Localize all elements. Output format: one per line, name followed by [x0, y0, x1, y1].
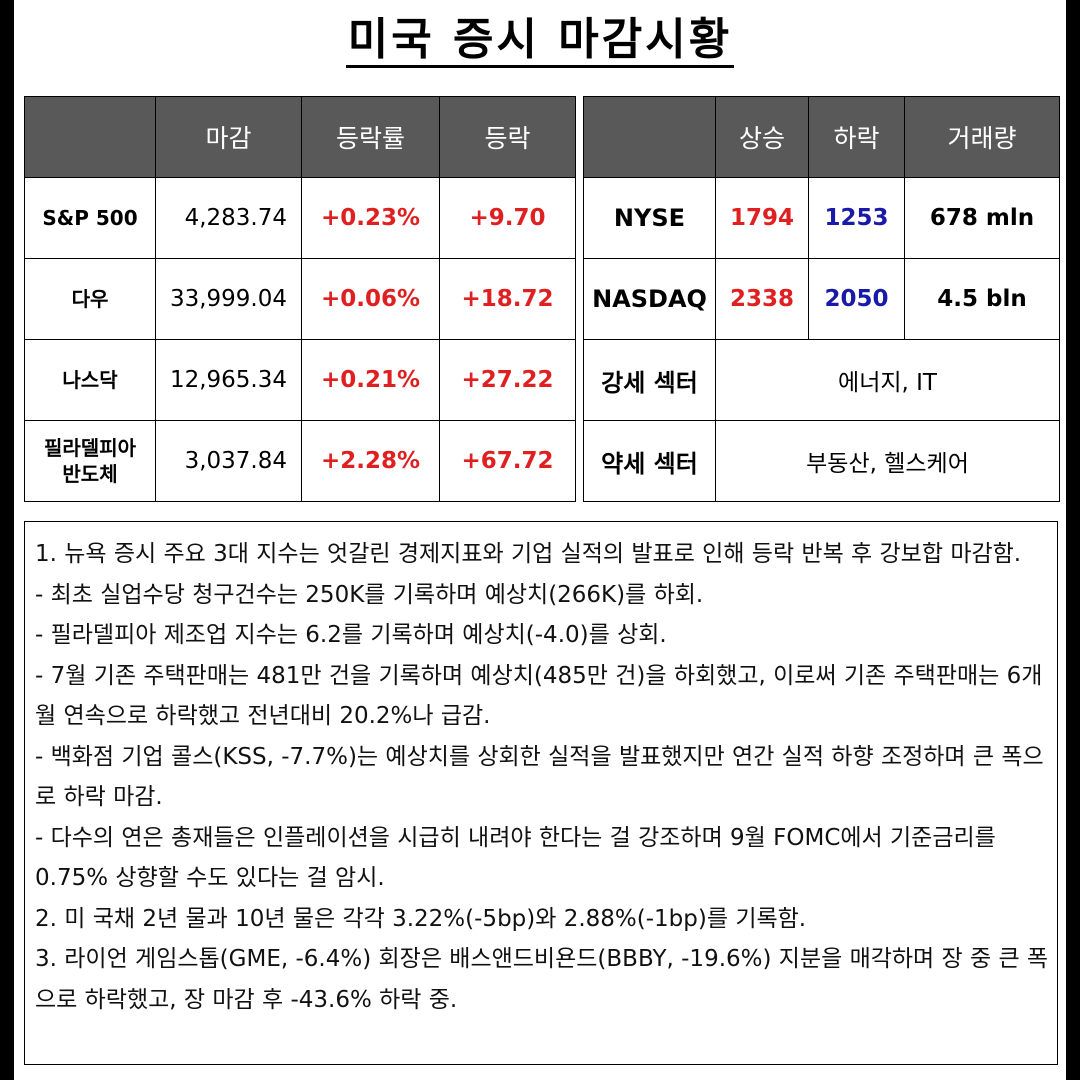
strong-sector-label: 강세 섹터: [583, 339, 716, 421]
exchange-name: NASDAQ: [583, 258, 716, 340]
table-row: NASDAQ 2338 2050 4.5 bln: [583, 258, 1060, 340]
list-item: - 최초 실업수당 청구건수는 250K를 기록하며 예상치(266K)를 하회…: [35, 581, 704, 608]
header-declines: 하락: [808, 96, 905, 178]
index-change-pct: +0.21%: [301, 339, 440, 421]
market-table-header: 상승 하락 거래량: [583, 96, 1060, 178]
index-close: 33,999.04: [155, 258, 302, 340]
index-name-line1: 필라델피아: [44, 436, 136, 460]
list-item: 3. 라이언 게임스톱(GME, -6.4%) 회장은 배스앤드비욘드(BBBY…: [35, 946, 1049, 1013]
table-row: NYSE 1794 1253 678 mln: [583, 177, 1060, 259]
list-item: - 필라델피아 제조업 지수는 6.2를 기록하며 예상치(-4.0)를 상회.: [35, 622, 667, 648]
index-name: S&P 500: [24, 177, 156, 259]
header-volume: 거래량: [904, 96, 1060, 178]
advances-count: 1794: [715, 177, 809, 259]
table-row: 필라델피아 반도체 3,037.84 +2.28% +67.72: [24, 420, 576, 502]
index-change-pct: +0.06%: [301, 258, 440, 340]
table-row: S&P 500 4,283.74 +0.23% +9.70: [24, 177, 576, 259]
index-change-pct: +0.23%: [301, 177, 440, 259]
header-blank: [24, 96, 156, 178]
index-table-header: 마감 등락률 등락: [24, 96, 576, 178]
index-name-line2: 반도체: [62, 462, 118, 486]
strong-sector-value: 에너지, IT: [715, 339, 1060, 421]
exchange-name: NYSE: [583, 177, 716, 259]
list-item: - 다수의 연은 총재들은 인플레이션을 시급히 내려야 한다는 걸 강조하며 …: [35, 824, 996, 892]
index-name: 나스닥: [24, 339, 156, 421]
index-change: +9.70: [439, 177, 576, 259]
header-advances: 상승: [715, 96, 809, 178]
declines-count: 1253: [808, 177, 905, 259]
header-blank: [583, 96, 716, 178]
table-row: 나스닥 12,965.34 +0.21% +27.22: [24, 339, 576, 421]
index-change-pct: +2.28%: [301, 420, 440, 502]
index-table: 마감 등락률 등락 S&P 500 4,283.74 +0.23% +9.70 …: [24, 96, 576, 502]
index-close: 3,037.84: [155, 420, 302, 502]
list-item: - 백화점 기업 콜스(KSS, -7.7%)는 예상치를 상회한 실적을 발표…: [35, 743, 1044, 811]
table-row: 강세 섹터 에너지, IT: [583, 339, 1060, 421]
declines-count: 2050: [808, 258, 905, 340]
index-close: 12,965.34: [155, 339, 302, 421]
list-item: 2. 미 국채 2년 물과 10년 물은 각각 3.22%(-5bp)와 2.8…: [35, 905, 807, 932]
index-change: +27.22: [439, 339, 576, 421]
index-close: 4,283.74: [155, 177, 302, 259]
index-change: +18.72: [439, 258, 576, 340]
index-name: 필라델피아 반도체: [24, 420, 156, 502]
header-change: 등락: [439, 96, 576, 178]
volume-value: 678 mln: [904, 177, 1060, 259]
index-name: 다우: [24, 258, 156, 340]
volume-value: 4.5 bln: [904, 258, 1060, 340]
table-row: 약세 섹터 부동산, 헬스케어: [583, 420, 1060, 502]
market-commentary: 1. 뉴욕 증시 주요 3대 지수는 엇갈린 경제지표와 기업 실적의 발표로 …: [24, 521, 1058, 1065]
header-change-pct: 등락률: [301, 96, 440, 178]
table-row: 다우 33,999.04 +0.06% +18.72: [24, 258, 576, 340]
market-table: 상승 하락 거래량 NYSE 1794 1253 678 mln NASDAQ …: [583, 96, 1060, 502]
page-title: 미국 증시 마감시황: [0, 12, 1080, 68]
index-change: +67.72: [439, 420, 576, 502]
weak-sector-value: 부동산, 헬스케어: [715, 420, 1060, 502]
header-close: 마감: [155, 96, 302, 178]
weak-sector-label: 약세 섹터: [583, 420, 716, 502]
list-item: 1. 뉴욕 증시 주요 3대 지수는 엇갈린 경제지표와 기업 실적의 발표로 …: [35, 541, 1022, 567]
advances-count: 2338: [715, 258, 809, 340]
list-item: - 7월 기존 주택판매는 481만 건을 기록하며 예상치(485만 건)을 …: [35, 662, 1043, 730]
